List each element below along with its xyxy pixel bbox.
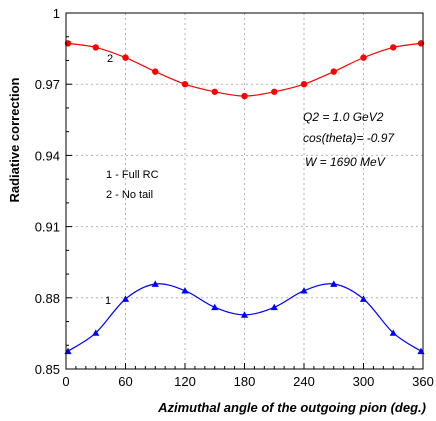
series-1-point (417, 347, 425, 355)
x-tick-label: 300 (353, 374, 375, 389)
y-tick-label: 0.91 (35, 220, 60, 235)
annotation-q2: Q2 = 1.0 GeV2 (303, 110, 384, 124)
x-tick-label: 240 (293, 374, 315, 389)
y-axis-title: Radiative correction (7, 77, 22, 202)
tick-labels: 0 60 120 180 240 300 360 0.85 0.88 0.91 0.94 0.97 1 (35, 6, 434, 389)
series-2-point (271, 88, 278, 95)
y-tick-label: 0.97 (35, 77, 60, 92)
series-2-point (122, 54, 129, 61)
series-1-point (300, 287, 308, 294)
y-tick-label: 0.85 (35, 362, 60, 377)
x-tick-label: 120 (174, 374, 196, 389)
series-2-point (390, 44, 397, 51)
legend-entry-full-rc: 1 - Full RC (106, 169, 159, 181)
legend-entry-no-tail: 2 - No tail (106, 189, 153, 201)
series-1-point (389, 329, 397, 336)
x-tick-label: 60 (118, 374, 132, 389)
series-1-point (181, 287, 189, 294)
series-2-point (300, 81, 308, 88)
series-2-point (92, 44, 99, 51)
y-tick-label: 1 (53, 6, 60, 21)
series-2-point (241, 92, 248, 100)
series-1-point (64, 347, 72, 355)
series-2-point (211, 88, 218, 95)
series-1-point (121, 295, 130, 302)
annotation-w: W = 1690 MeV (305, 155, 386, 169)
y-tick-label: 0.88 (35, 291, 60, 306)
series-1-point (151, 280, 159, 287)
series-1-point (270, 303, 278, 311)
x-tick-label: 0 (62, 374, 69, 389)
series-1-point (240, 311, 249, 318)
series-1-point (330, 280, 338, 287)
curve-label-1: 1 (105, 295, 111, 307)
x-tick-label: 180 (234, 374, 256, 389)
series-2-point (152, 68, 159, 75)
curve-label-2: 2 (107, 53, 113, 65)
series-1-point (359, 295, 368, 302)
series-2-point (360, 54, 367, 61)
x-tick-label: 360 (412, 374, 434, 389)
series-1-point (211, 303, 219, 311)
series-1-point (92, 329, 100, 336)
x-axis-title: Azimuthal angle of the outgoing pion (de… (157, 400, 426, 415)
axis-ticks (65, 12, 424, 370)
series-2-point (181, 81, 189, 88)
annotation-cos-theta: cos(theta)= -0.97 (303, 131, 395, 145)
series-2-point (330, 68, 337, 75)
y-tick-label: 0.94 (35, 148, 60, 163)
